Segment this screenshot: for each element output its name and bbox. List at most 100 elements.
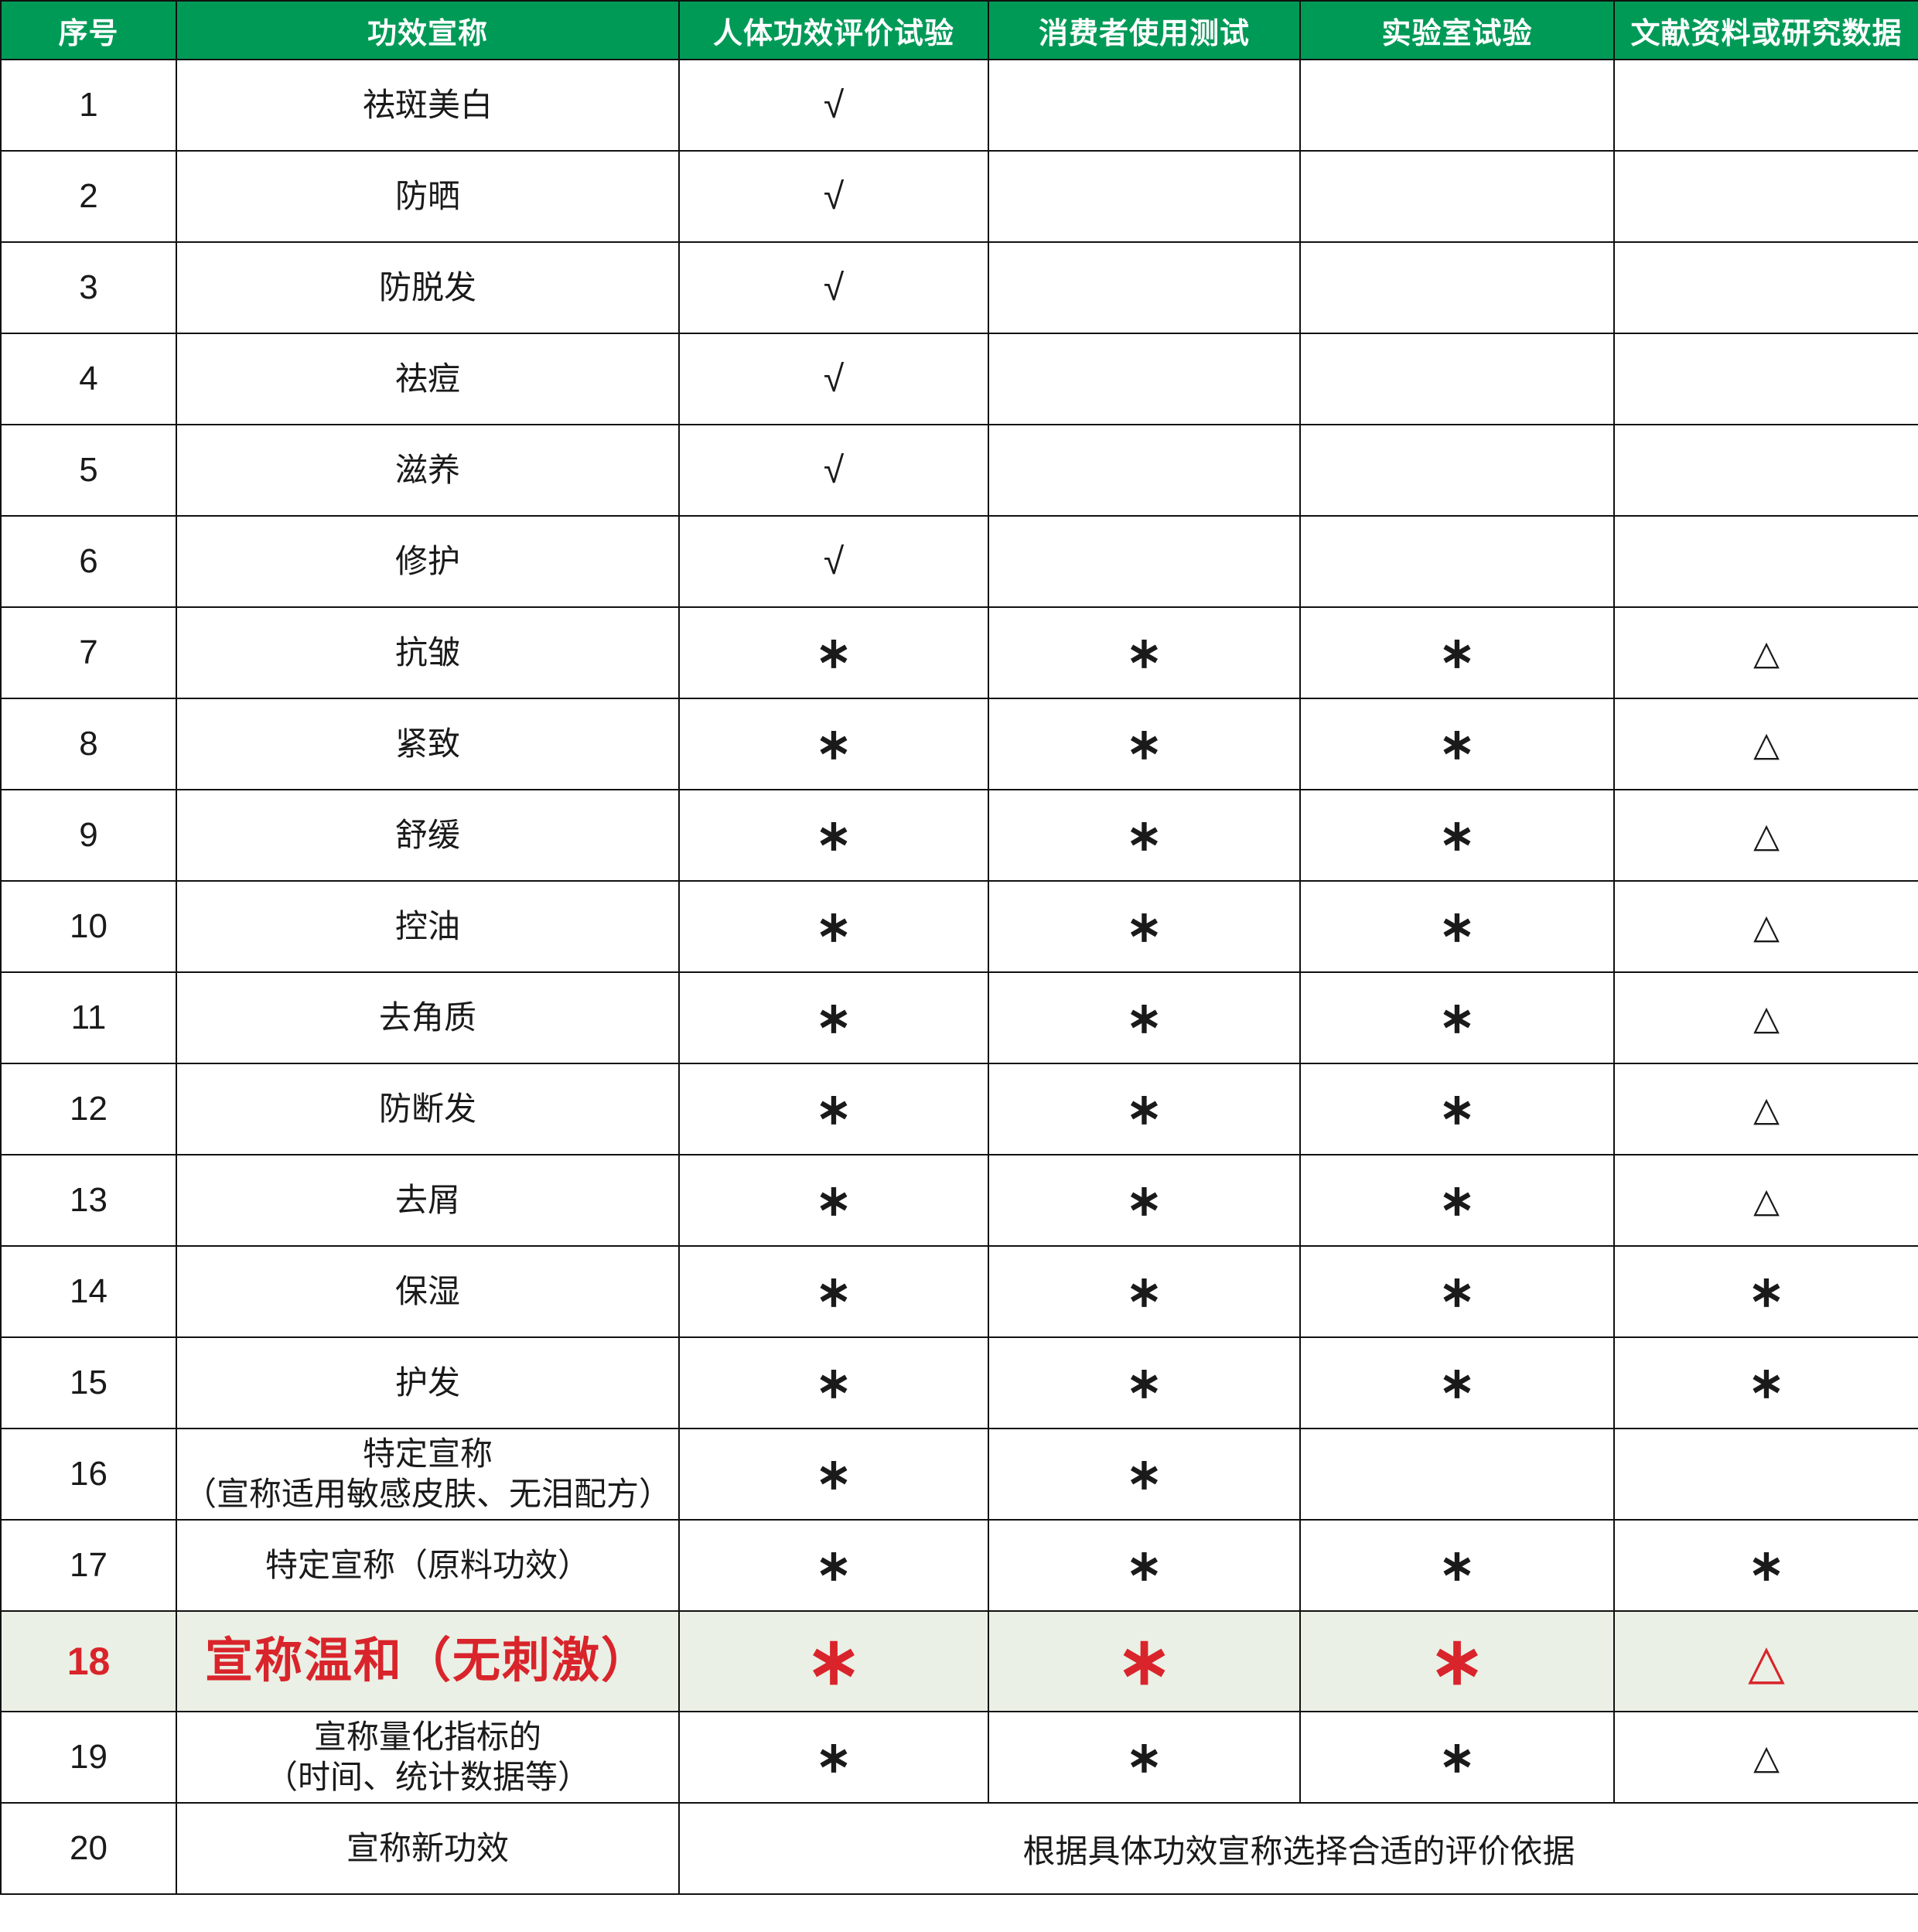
row-number-cell: 11 [0,971,177,1064]
mark-cell-literature-data-triangle: △ [1613,1711,1918,1804]
mark-cell-literature-data-triangle: △ [1613,1154,1918,1247]
mark-cell-consumer-use-test-empty [988,150,1301,243]
mark-cell-laboratory-test-empty [1299,515,1615,608]
column-header-number: 序号 [0,0,177,60]
table-row: 11 去角质 ∗ ∗ ∗ △ [0,971,1918,1064]
mark-cell-consumer-use-test-asterisk: ∗ [988,1428,1301,1521]
mark-cell-literature-data-empty [1613,424,1918,517]
mark-cell-human-efficacy-test-check: √ [678,150,989,243]
mark-cell-laboratory-test-empty [1299,150,1615,243]
column-header-laboratory-test: 实验室试验 [1299,0,1615,60]
row-number-cell: 18 [0,1610,177,1712]
mark-cell-literature-data-triangle: △ [1613,698,1918,790]
mark-cell-literature-data-empty [1613,241,1918,334]
mark-cell-laboratory-test-asterisk: ∗ [1299,1336,1615,1429]
row-number-cell: 6 [0,515,177,608]
claim-cell: 舒缓 [176,789,680,882]
mark-cell-human-efficacy-test-asterisk: ∗ [678,1154,989,1247]
mark-cell-laboratory-test-empty [1299,241,1615,334]
mark-cell-human-efficacy-test-asterisk: ∗ [678,606,989,699]
table-row: 10 控油 ∗ ∗ ∗ △ [0,880,1918,973]
claim-cell: 防脱发 [176,241,680,334]
row-number-cell: 20 [0,1802,177,1895]
merged-note-cell: 根据具体功效宣称选择合适的评价依据 [678,1802,1918,1895]
mark-cell-human-efficacy-test-check: √ [678,333,989,425]
mark-cell-consumer-use-test-empty [988,59,1301,152]
column-header-literature-data: 文献资料或研究数据 [1613,0,1918,60]
table-row: 17 特定宣称（原料功效） ∗ ∗ ∗ ∗ [0,1519,1918,1612]
mark-cell-literature-data-asterisk: ∗ [1613,1336,1918,1429]
mark-cell-human-efficacy-test-asterisk: ∗ [678,1336,989,1429]
row-number-cell: 13 [0,1154,177,1247]
mark-cell-consumer-use-test-asterisk: ∗ [988,1610,1301,1712]
claim-cell: 控油 [176,880,680,973]
mark-cell-laboratory-test-empty [1299,1428,1615,1521]
mark-cell-consumer-use-test-empty [988,333,1301,425]
mark-cell-consumer-use-test-asterisk: ∗ [988,1245,1301,1338]
claim-cell: 特定宣称 （宣称适用敏感皮肤、无泪配方） [176,1428,680,1521]
mark-cell-literature-data-triangle: △ [1613,789,1918,882]
mark-cell-consumer-use-test-asterisk: ∗ [988,971,1301,1064]
claim-cell: 抗皱 [176,606,680,699]
mark-cell-human-efficacy-test-asterisk: ∗ [678,1711,989,1804]
mark-cell-human-efficacy-test-check: √ [678,241,989,334]
table-body: 1 祛斑美白 √ 2 防晒 √ 3 防脱发 √ 4 祛痘 √ 5 滋养 √ 6 修护 √ 7 抗皱 ∗ ∗ ∗ △ 8 紧致 ∗ ∗ ∗… [0,59,1918,1895]
table-row: 13 去屑 ∗ ∗ ∗ △ [0,1154,1918,1247]
column-header-human-efficacy-test: 人体功效评价试验 [678,0,989,60]
row-number-cell: 14 [0,1245,177,1338]
mark-cell-laboratory-test-empty [1299,333,1615,425]
column-header-claim: 功效宣称 [176,0,680,60]
row-number-cell: 9 [0,789,177,882]
mark-cell-laboratory-test-empty [1299,59,1615,152]
mark-cell-human-efficacy-test-asterisk: ∗ [678,1610,989,1712]
table-row: 8 紧致 ∗ ∗ ∗ △ [0,698,1918,790]
table-row: 19 宣称量化指标的 （时间、统计数据等） ∗ ∗ ∗ △ [0,1711,1918,1804]
mark-cell-laboratory-test-asterisk: ∗ [1299,698,1615,790]
mark-cell-consumer-use-test-asterisk: ∗ [988,698,1301,790]
mark-cell-laboratory-test-asterisk: ∗ [1299,789,1615,882]
table-row: 20 宣称新功效 根据具体功效宣称选择合适的评价依据 [0,1802,1918,1895]
table-row: 15 护发 ∗ ∗ ∗ ∗ [0,1336,1918,1429]
table-row: 7 抗皱 ∗ ∗ ∗ △ [0,606,1918,699]
claim-cell: 防晒 [176,150,680,243]
row-number-cell: 16 [0,1428,177,1521]
mark-cell-laboratory-test-asterisk: ∗ [1299,1519,1615,1612]
mark-cell-laboratory-test-empty [1299,424,1615,517]
table-row: 6 修护 √ [0,515,1918,608]
mark-cell-literature-data-triangle: △ [1613,606,1918,699]
mark-cell-consumer-use-test-asterisk: ∗ [988,1063,1301,1155]
row-number-cell: 1 [0,59,177,152]
claim-cell: 祛痘 [176,333,680,425]
mark-cell-laboratory-test-asterisk: ∗ [1299,1063,1615,1155]
mark-cell-human-efficacy-test-asterisk: ∗ [678,880,989,973]
mark-cell-literature-data-empty [1613,1428,1918,1521]
claim-cell: 祛斑美白 [176,59,680,152]
mark-cell-literature-data-triangle: △ [1613,1610,1918,1712]
row-number-cell: 7 [0,606,177,699]
row-number-cell: 3 [0,241,177,334]
claim-cell: 宣称新功效 [176,1802,680,1895]
mark-cell-laboratory-test-asterisk: ∗ [1299,1711,1615,1804]
mark-cell-laboratory-test-asterisk: ∗ [1299,1245,1615,1338]
mark-cell-consumer-use-test-asterisk: ∗ [988,606,1301,699]
mark-cell-laboratory-test-asterisk: ∗ [1299,880,1615,973]
row-number-cell: 5 [0,424,177,517]
row-number-cell: 8 [0,698,177,790]
mark-cell-laboratory-test-asterisk: ∗ [1299,1154,1615,1247]
claim-cell: 去角质 [176,971,680,1064]
mark-cell-consumer-use-test-asterisk: ∗ [988,1336,1301,1429]
mark-cell-laboratory-test-asterisk: ∗ [1299,1610,1615,1712]
mark-cell-human-efficacy-test-check: √ [678,59,989,152]
mark-cell-literature-data-empty [1613,59,1918,152]
mark-cell-human-efficacy-test-asterisk: ∗ [678,789,989,882]
row-number-cell: 4 [0,333,177,425]
mark-cell-human-efficacy-test-asterisk: ∗ [678,1245,989,1338]
mark-cell-laboratory-test-asterisk: ∗ [1299,971,1615,1064]
table-row: 2 防晒 √ [0,150,1918,243]
table-row: 3 防脱发 √ [0,241,1918,334]
mark-cell-literature-data-empty [1613,333,1918,425]
row-number-cell: 12 [0,1063,177,1155]
table-row: 4 祛痘 √ [0,333,1918,425]
row-number-cell: 19 [0,1711,177,1804]
mark-cell-consumer-use-test-empty [988,424,1301,517]
